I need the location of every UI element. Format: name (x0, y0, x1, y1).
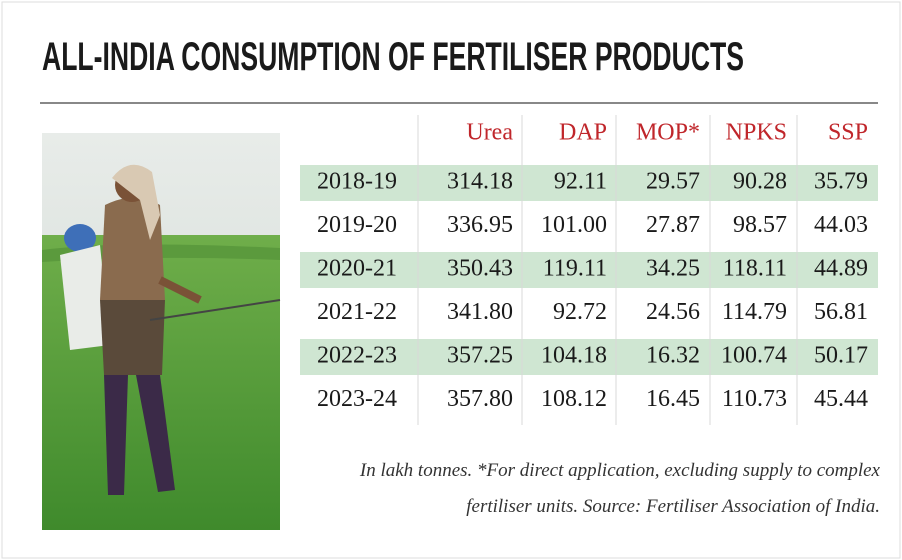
row-year: 2022-23 (317, 343, 397, 369)
cell-value: 108.12 (541, 386, 607, 412)
cell-value: 16.45 (646, 386, 700, 412)
row-year: 2021-22 (317, 299, 397, 325)
cell-value: 357.80 (447, 386, 513, 412)
cell-value: 104.18 (541, 343, 607, 369)
cell-value: 90.28 (733, 169, 787, 195)
row-year: 2019-20 (317, 212, 397, 238)
column-header: MOP* (636, 120, 700, 146)
row-year: 2018-19 (317, 169, 397, 195)
table: Urea DAP MOP* NPKS SSP 2018-19 314.18 92.11 29.5… (300, 115, 878, 425)
cell-value: 100.74 (721, 343, 787, 369)
cell-value: 92.11 (554, 169, 607, 195)
cell-value: 44.89 (814, 256, 868, 282)
cell-value: 44.03 (814, 212, 868, 238)
cell-value: 119.11 (543, 256, 607, 282)
cell-value: 114.79 (722, 299, 787, 325)
cell-value: 118.11 (723, 256, 787, 282)
row-year: 2020-21 (317, 256, 397, 282)
cell-value: 50.17 (814, 343, 868, 369)
cell-value: 27.87 (646, 212, 700, 238)
footnote: fertiliser units. Source: Fertiliser Ass… (466, 496, 880, 517)
cell-value: 357.25 (447, 343, 513, 369)
column-header: Urea (466, 120, 513, 146)
cell-value: 16.32 (646, 343, 700, 369)
cell-value: 341.80 (447, 299, 513, 325)
cell-value: 56.81 (814, 299, 868, 325)
column-header: DAP (559, 120, 607, 146)
column-header: NPKS (726, 120, 787, 146)
infographic: ALL-INDIA CONSUMPTION OF FERTILISER PROD… (0, 0, 902, 560)
footnote: In lakh tonnes. *For direct application,… (359, 460, 881, 481)
cell-value: 98.57 (733, 212, 787, 238)
cell-value: 35.79 (814, 169, 868, 195)
cell-value: 350.43 (447, 256, 513, 282)
cell-value: 45.44 (814, 386, 868, 412)
cell-value: 34.25 (646, 256, 700, 282)
row-year: 2023-24 (317, 386, 397, 412)
title: ALL-INDIA CONSUMPTION OF FERTILISER PROD… (42, 35, 744, 79)
column-header: SSP (828, 120, 868, 146)
cell-value: 336.95 (447, 212, 513, 238)
cell-value: 101.00 (541, 212, 607, 238)
cell-value: 92.72 (553, 299, 607, 325)
cell-value: 24.56 (646, 299, 700, 325)
cell-value: 110.73 (722, 386, 787, 412)
cell-value: 314.18 (447, 169, 513, 195)
cell-value: 29.57 (646, 169, 700, 195)
photo (42, 133, 280, 530)
